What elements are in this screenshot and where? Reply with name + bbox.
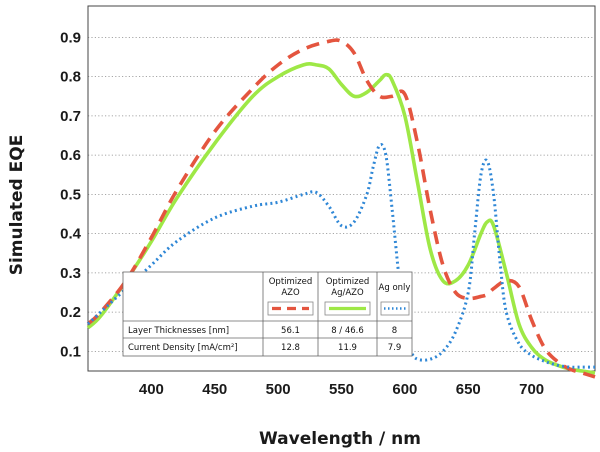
plot-frame <box>87 5 596 372</box>
cell-thickness-ag-only: 8 <box>392 326 397 336</box>
x-tick-label: 500 <box>266 381 291 398</box>
legend-swatch-box-ag-azo <box>324 301 371 316</box>
y-tick-label: 0.2 <box>60 304 81 321</box>
y-tick-label: 0.6 <box>60 147 81 164</box>
legend-swatch-box-azo <box>267 301 314 316</box>
x-tick-label: 550 <box>329 381 354 398</box>
y-tick-label: 0.7 <box>60 108 81 125</box>
series-line-optimized-ag-azo <box>86 62 596 375</box>
y-tick-label: 0.9 <box>60 29 81 46</box>
cell-current-azo: 12.8 <box>281 343 300 353</box>
gridlines <box>88 36 595 352</box>
y-tick-label: 0.8 <box>60 69 81 86</box>
y-tick-label: 0.3 <box>60 265 81 282</box>
header-optimized-ag-azo: Optimized Ag/AZO <box>326 277 370 298</box>
y-tick-label: 0.5 <box>60 186 81 203</box>
x-tick-labels: 400 450 500 550 600 650 700 <box>139 381 544 398</box>
legend-table-background <box>122 271 413 357</box>
y-axis-title: Simulated EQE <box>7 135 27 276</box>
cell-thickness-azo: 56.1 <box>281 326 300 336</box>
x-tick-label: 450 <box>202 381 227 398</box>
cell-thickness-ag-azo: 8 / 46.6 <box>331 326 364 336</box>
legend-swatch-box-ag-only <box>380 301 410 316</box>
series-line-optimized-azo <box>86 38 596 379</box>
x-axis-title: Wavelength / nm <box>259 429 421 449</box>
y-tick-label: 0.1 <box>60 343 81 360</box>
x-tick-label: 700 <box>519 381 544 398</box>
header-optimized-azo: Optimized AZO <box>269 277 313 298</box>
legend-table: Optimized AZO Optimized Ag/AZO Ag only Lay… <box>122 271 413 357</box>
cell-current-ag-azo: 11.9 <box>338 343 357 353</box>
row-label-current-density: Current Density [mA/cm²] <box>128 343 238 353</box>
cell-current-ag-only: 7.9 <box>388 343 402 353</box>
row-label-layer-thickness: Layer Thicknesses [nm] <box>128 326 229 336</box>
y-tick-label: 0.4 <box>60 226 82 243</box>
header-ag-only: Ag only <box>379 283 411 293</box>
x-tick-label: 400 <box>139 381 164 398</box>
x-tick-label: 600 <box>392 381 417 398</box>
y-tick-labels: 0.1 0.2 0.3 0.4 0.5 0.6 0.7 0.8 0.9 <box>60 29 82 360</box>
x-tick-label: 650 <box>456 381 481 398</box>
